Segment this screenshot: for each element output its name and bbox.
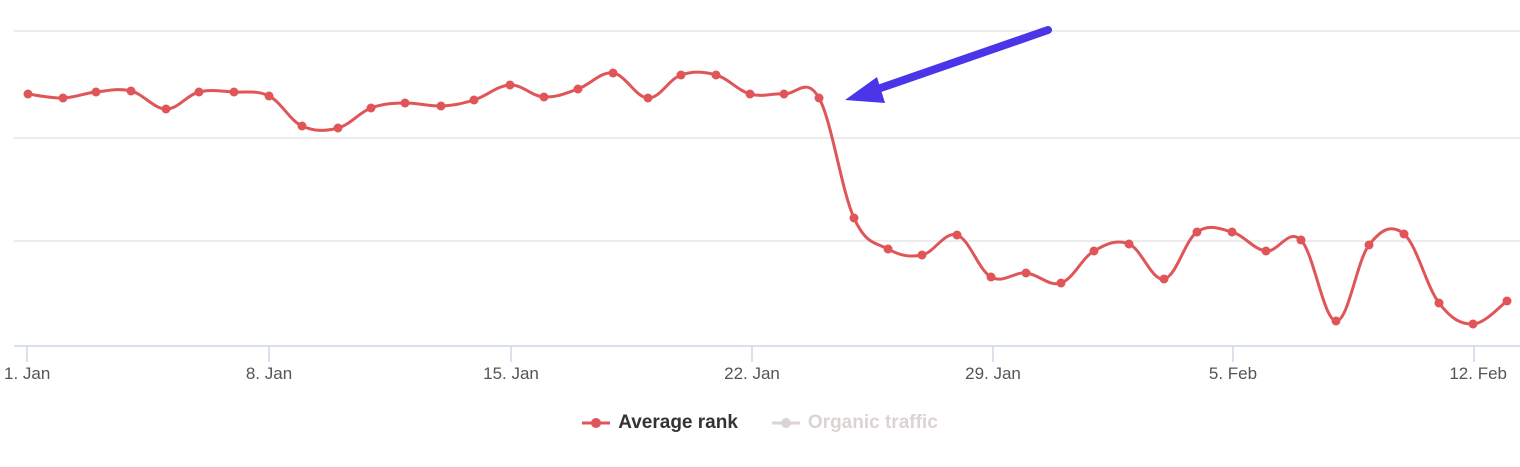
x-tick-label: 29. Jan xyxy=(965,364,1021,383)
data-point[interactable] xyxy=(1364,240,1374,250)
legend-item-average-rank[interactable]: Average rank xyxy=(582,412,738,434)
data-point[interactable] xyxy=(436,101,446,111)
data-point[interactable] xyxy=(469,95,479,105)
data-point[interactable] xyxy=(91,87,101,97)
data-point[interactable] xyxy=(779,89,789,99)
x-tick-label: 5. Feb xyxy=(1209,364,1257,383)
data-point[interactable] xyxy=(1468,319,1478,329)
data-point[interactable] xyxy=(229,87,239,97)
data-point[interactable] xyxy=(1056,278,1066,288)
data-point[interactable] xyxy=(1089,246,1099,256)
data-point[interactable] xyxy=(1399,229,1409,239)
data-point[interactable] xyxy=(952,230,962,240)
data-point[interactable] xyxy=(1502,296,1512,306)
data-point[interactable] xyxy=(400,98,410,108)
data-point[interactable] xyxy=(264,91,274,101)
legend-line-marker-icon xyxy=(771,418,800,428)
data-point[interactable] xyxy=(745,89,755,99)
x-tick-label: 22. Jan xyxy=(724,364,780,383)
data-point[interactable] xyxy=(608,68,618,78)
data-point[interactable] xyxy=(1159,274,1169,284)
average-rank-markers[interactable] xyxy=(23,68,1512,329)
data-point[interactable] xyxy=(1296,235,1306,245)
data-point[interactable] xyxy=(333,123,343,133)
data-point[interactable] xyxy=(1261,246,1271,256)
x-axis-ticks: 1. Jan 8. Jan 15. Jan 22. Jan 29. Jan 5. Feb 1… xyxy=(4,346,1507,383)
data-point[interactable] xyxy=(676,70,686,80)
data-point[interactable] xyxy=(814,93,824,103)
legend-label: Organic traffic xyxy=(807,412,938,433)
x-tick-label: 12. Feb xyxy=(1449,364,1507,383)
data-point[interactable] xyxy=(161,104,171,114)
data-point[interactable] xyxy=(1124,239,1134,249)
data-point[interactable] xyxy=(711,70,721,80)
data-point[interactable] xyxy=(849,213,859,223)
data-point[interactable] xyxy=(643,93,653,103)
grid-lines xyxy=(14,30,1520,242)
x-tick-label: 8. Jan xyxy=(246,364,292,383)
annotation-arrow-icon xyxy=(845,26,1052,103)
x-tick-label: 1. Jan xyxy=(4,364,50,383)
data-point[interactable] xyxy=(126,86,136,96)
legend-label: Average rank xyxy=(618,412,738,433)
data-point[interactable] xyxy=(986,272,996,282)
legend-item-organic-traffic[interactable]: Organic traffic xyxy=(771,412,938,434)
data-point[interactable] xyxy=(1227,227,1237,237)
data-point[interactable] xyxy=(366,103,376,113)
average-rank-line[interactable] xyxy=(26,70,1509,326)
data-point[interactable] xyxy=(1021,268,1031,278)
data-point[interactable] xyxy=(58,93,68,103)
legend-line-marker-icon xyxy=(582,418,611,428)
data-point[interactable] xyxy=(1434,298,1444,308)
data-point[interactable] xyxy=(917,250,927,260)
data-point[interactable] xyxy=(573,84,583,94)
data-point[interactable] xyxy=(1192,227,1202,237)
legend: Average rank Organic traffic xyxy=(0,412,1520,434)
data-point[interactable] xyxy=(194,87,204,97)
data-point[interactable] xyxy=(505,80,515,90)
data-point[interactable] xyxy=(539,92,549,102)
data-point[interactable] xyxy=(297,121,307,131)
data-point[interactable] xyxy=(1331,316,1341,326)
data-point[interactable] xyxy=(23,89,33,99)
data-point[interactable] xyxy=(883,244,893,254)
x-tick-label: 15. Jan xyxy=(483,364,539,383)
